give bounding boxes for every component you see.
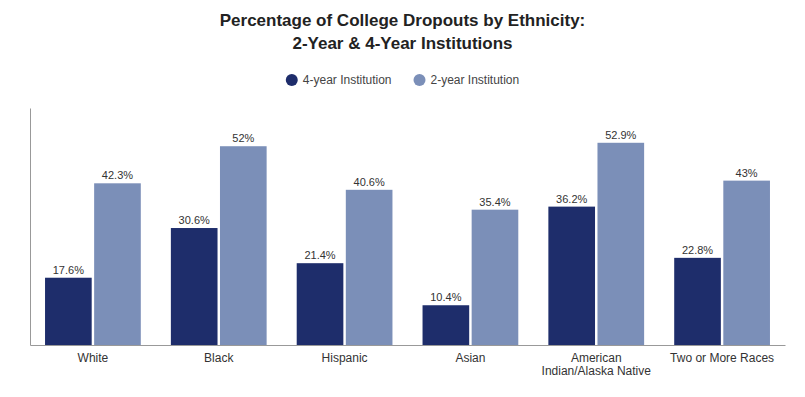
- x-tick: AmericanIndian/Alaska Native: [542, 351, 652, 379]
- bar: [548, 207, 595, 345]
- legend-marker: [414, 74, 426, 86]
- x-tick-label-line: American: [571, 351, 622, 365]
- x-tick: Hispanic: [322, 351, 368, 365]
- x-axis: White Black Hispanic Asian AmericanIndian/Al…: [31, 346, 786, 379]
- data-label: 40.6%: [354, 176, 385, 188]
- data-label: 42.3%: [102, 169, 133, 181]
- x-tick: Two or More Races: [670, 351, 774, 365]
- data-label: 22.8%: [682, 244, 713, 256]
- data-labels: 17.6% 30.6% 21.4% 10.4% 36.2% 22.8% 42.3% 52% 40…: [53, 129, 758, 303]
- x-tick: Asian: [455, 351, 485, 365]
- plot-area: [45, 143, 770, 345]
- x-tick: White: [78, 351, 109, 365]
- data-label: 52.9%: [605, 129, 636, 141]
- x-tick-label-line: Indian/Alaska Native: [542, 364, 652, 378]
- data-label: 17.6%: [53, 264, 84, 276]
- x-tick-label-line: Hispanic: [322, 351, 368, 365]
- legend: 4-year Institution 2-year Institution: [286, 73, 519, 87]
- data-label: 21.4%: [304, 249, 335, 261]
- x-tick-label: White: [78, 351, 109, 365]
- y-axis: [30, 109, 31, 346]
- legend-label: 4-year Institution: [303, 73, 392, 87]
- data-label: 10.4%: [430, 291, 461, 303]
- data-label: 36.2%: [556, 193, 587, 205]
- bar-series: [94, 143, 770, 345]
- x-tick-label: Hispanic: [322, 351, 368, 365]
- data-label: 52%: [232, 132, 254, 144]
- legend-item: 2-year Institution: [414, 73, 520, 87]
- bar: [423, 305, 470, 345]
- y-axis-line: [30, 109, 31, 346]
- legend-marker: [286, 74, 298, 86]
- x-axis-line: [31, 345, 786, 346]
- title: Percentage of College Dropouts by Ethnic…: [220, 11, 586, 30]
- x-tick-label-line: Two or More Races: [670, 351, 774, 365]
- data-label: 35.4%: [479, 196, 510, 208]
- bar: [45, 278, 92, 345]
- bar: [597, 143, 644, 345]
- data-label: 30.6%: [179, 214, 210, 226]
- bar: [472, 210, 519, 345]
- x-tick-label: Two or More Races: [670, 351, 774, 365]
- legend-label: 2-year Institution: [431, 73, 520, 87]
- bar: [674, 258, 721, 345]
- x-tick-label-line: White: [78, 351, 109, 365]
- bar: [171, 228, 218, 345]
- x-tick: Black: [204, 351, 234, 365]
- x-tick-label: Black: [204, 351, 234, 365]
- bar: [94, 183, 141, 345]
- x-tick-label-line: Asian: [455, 351, 485, 365]
- data-label: 43%: [736, 167, 758, 179]
- chart: Percentage of College Dropouts by Ethnic…: [0, 0, 805, 397]
- bar: [220, 146, 267, 345]
- legend-item: 4-year Institution: [286, 73, 392, 87]
- x-tick-label: Asian: [455, 351, 485, 365]
- bar: [346, 190, 393, 345]
- subtitle: 2-Year & 4-Year Institutions: [292, 34, 512, 53]
- bar: [297, 263, 344, 345]
- bar: [723, 181, 770, 345]
- x-tick-label: AmericanIndian/Alaska Native: [542, 351, 652, 379]
- x-tick-label-line: Black: [204, 351, 234, 365]
